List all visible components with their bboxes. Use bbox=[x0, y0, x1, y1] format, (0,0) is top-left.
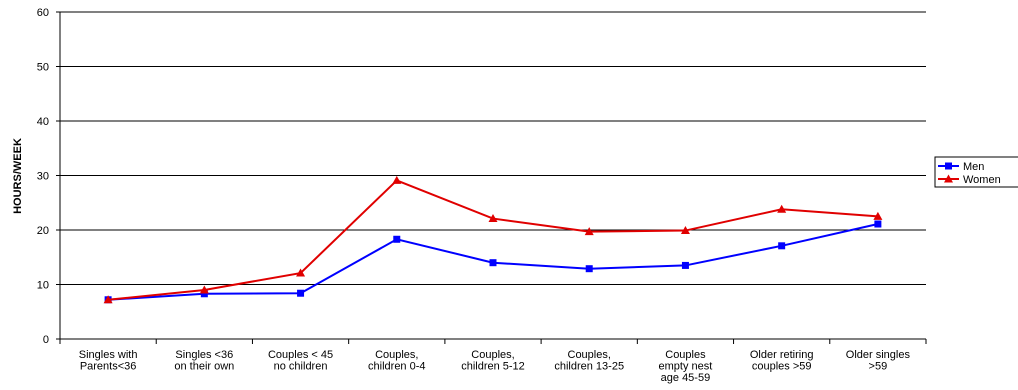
point-men-1 bbox=[200, 290, 208, 298]
x-tick-label-2: Couples < 45 no children bbox=[268, 349, 333, 373]
series-lines bbox=[103, 175, 883, 304]
point-men-2 bbox=[297, 289, 305, 297]
legend-marker-men bbox=[945, 162, 952, 170]
point-men-5 bbox=[585, 265, 593, 273]
axes bbox=[56, 11, 927, 344]
point-men-6 bbox=[681, 261, 689, 269]
point-men-4 bbox=[489, 259, 497, 267]
point-women-3 bbox=[392, 175, 402, 184]
y-tick-label-50: 50 bbox=[37, 62, 49, 74]
legend-label-women: Women bbox=[963, 174, 1001, 186]
x-tick-label-4: Couples, children 5-12 bbox=[461, 349, 525, 373]
point-women-1 bbox=[199, 285, 209, 294]
y-tick-label-10: 10 bbox=[37, 280, 49, 292]
point-men-8 bbox=[874, 220, 882, 228]
y-tick-label-30: 30 bbox=[37, 171, 49, 183]
series-line-women bbox=[108, 179, 878, 301]
point-women-2 bbox=[296, 268, 306, 277]
series-women bbox=[103, 175, 883, 304]
series-men bbox=[104, 220, 882, 304]
point-women-8 bbox=[873, 211, 883, 220]
x-tick-label-6: Couples empty nest age 45-59 bbox=[659, 349, 713, 384]
point-women-0 bbox=[103, 295, 113, 304]
x-tick-label-3: Couples, children 0-4 bbox=[368, 349, 425, 373]
grid bbox=[60, 11, 926, 285]
point-men-3 bbox=[393, 235, 401, 243]
tick-labels: 0 10 20 30 40 50 60 Singles with Parents<36 Singl… bbox=[37, 7, 911, 384]
x-tick-label-0: Singles with Parents<36 bbox=[79, 349, 138, 373]
point-men-7 bbox=[778, 242, 786, 250]
y-tick-label-60: 60 bbox=[37, 7, 49, 19]
x-tick-label-1: Singles <36 on their own bbox=[174, 349, 234, 373]
legend-marker-women bbox=[944, 174, 953, 183]
y-tick-label-0: 0 bbox=[43, 334, 49, 346]
x-tick-label-5: Couples, children 13-25 bbox=[554, 349, 624, 373]
y-axis-title: HOURS/WEEK bbox=[12, 138, 24, 214]
x-tick-label-8: Older singles >59 bbox=[846, 349, 911, 373]
legend-label-men: Men bbox=[963, 161, 984, 173]
x-tick-label-7: Older retiring couples >59 bbox=[750, 349, 814, 373]
point-women-4 bbox=[488, 214, 498, 223]
y-tick-label-20: 20 bbox=[37, 225, 49, 237]
point-women-5 bbox=[584, 227, 594, 236]
y-tick-label-40: 40 bbox=[37, 116, 49, 128]
point-women-7 bbox=[777, 204, 787, 213]
point-women-6 bbox=[680, 226, 690, 235]
